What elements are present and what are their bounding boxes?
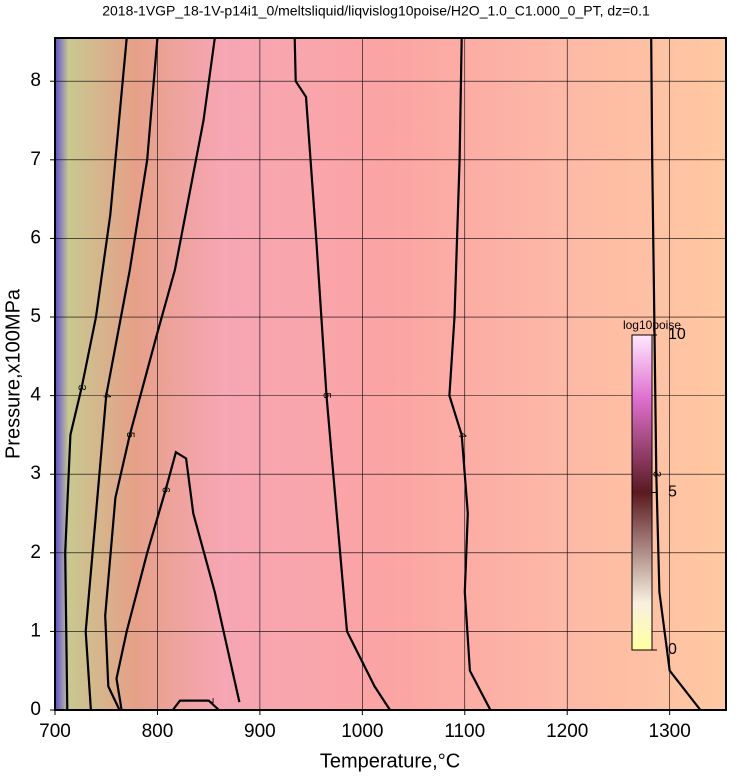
colorbar-tick-label: 5 — [668, 484, 677, 501]
plot-background — [55, 38, 726, 710]
contour-line — [171, 699, 220, 711]
colorbar-label: log10poise — [623, 318, 681, 332]
colorbar-tick-label: 0 — [668, 641, 677, 658]
chart-title: 2018-1VGP_18-1V-p14i1_0/meltsliquid/liqv… — [102, 3, 650, 19]
y-tick-label: 3 — [30, 463, 41, 484]
x-tick-label: 1000 — [341, 721, 383, 742]
y-tick-label: 5 — [30, 306, 41, 327]
contour-label: 4 — [456, 432, 468, 438]
contour-label: 7 — [203, 698, 215, 704]
contour-label: 5 — [124, 432, 136, 438]
y-tick-label: 4 — [30, 385, 41, 406]
y-tick-label: 0 — [30, 699, 41, 720]
x-tick-label: 900 — [244, 721, 276, 742]
x-tick-label: 1300 — [649, 721, 691, 742]
colorbar — [631, 334, 653, 651]
y-tick-label: 7 — [30, 149, 41, 170]
contour-label: 6 — [160, 487, 172, 493]
x-tick-label: 700 — [39, 721, 71, 742]
x-axis-label: Temperature,°C — [320, 750, 460, 772]
y-tick-label: 2 — [30, 542, 41, 563]
contour-label: 3 — [76, 385, 88, 391]
contour-line — [448, 37, 492, 711]
y-tick-label: 1 — [30, 620, 41, 641]
x-tick-label: 1100 — [444, 721, 485, 742]
y-tick-label: 6 — [30, 227, 41, 248]
colorbar-tick-label: 10 — [668, 326, 686, 343]
y-tick-label: 8 — [30, 70, 41, 91]
y-axis-label: Pressure,x100MPa — [2, 288, 24, 459]
x-tick-label: 800 — [142, 721, 174, 742]
contour-line — [104, 37, 216, 711]
x-tick-label: 1200 — [546, 721, 588, 742]
plot-frame — [54, 37, 727, 711]
